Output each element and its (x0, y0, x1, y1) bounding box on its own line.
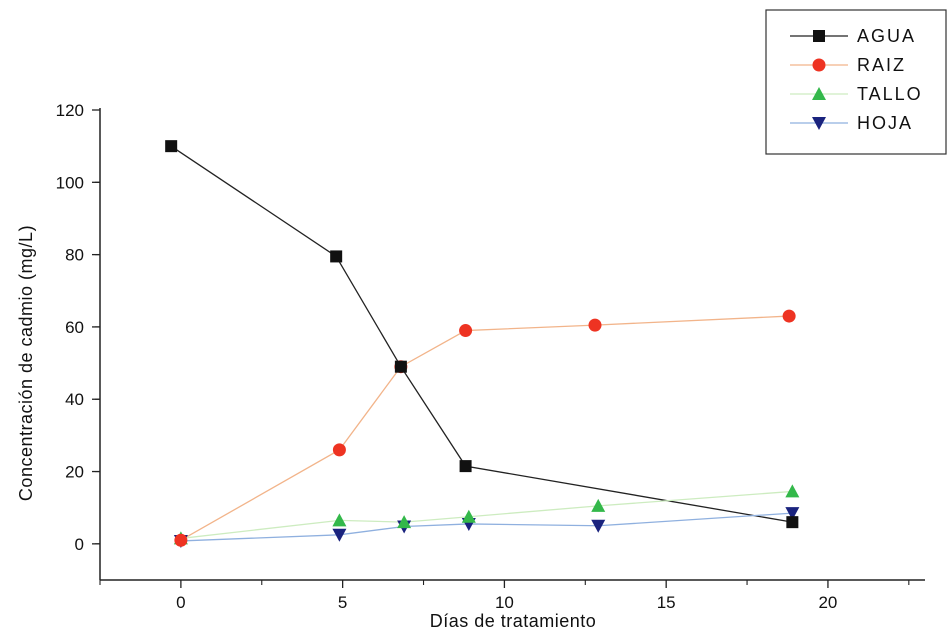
x-tick-label-10: 10 (495, 593, 514, 612)
data-point-hoja (785, 507, 800, 521)
data-point-tallo (591, 498, 606, 512)
y-tick-label-20: 20 (65, 463, 84, 482)
data-point-tallo (785, 484, 800, 498)
x-tick-label-15: 15 (657, 593, 676, 612)
data-point-hoja (332, 528, 347, 542)
data-point-raiz (332, 443, 346, 457)
data-point-agua (786, 516, 799, 529)
y-tick-label-40: 40 (65, 390, 84, 409)
data-point-raiz (174, 533, 188, 547)
data-point-raiz (588, 318, 602, 332)
legend-marker-raiz (812, 58, 826, 72)
legend-label-raiz: RAIZ (857, 55, 906, 75)
series-line-tallo (180, 490, 793, 540)
data-point-agua (394, 360, 407, 373)
legend-marker-tallo (812, 87, 826, 100)
x-axis-label: Días de tratamiento (430, 611, 597, 631)
legend-marker-hoja (812, 117, 826, 130)
legend: AGUA RAIZ TALLO HOJA (765, 9, 947, 155)
series-line-agua (170, 145, 793, 523)
axes: 0 20 40 60 80 100 120 0 5 10 15 20 (56, 101, 925, 612)
x-tick-label-5: 5 (338, 593, 347, 612)
series-line-hoja (180, 512, 793, 542)
data-point-raiz (459, 324, 473, 338)
legend-marker-agua (813, 30, 825, 42)
series-markers (165, 140, 800, 548)
legend-label-tallo: TALLO (857, 84, 923, 104)
data-point-raiz (782, 309, 796, 323)
series-lines (170, 145, 793, 542)
y-tick-label-120: 120 (56, 101, 84, 120)
data-point-hoja (591, 519, 606, 533)
legend-label-hoja: HOJA (857, 113, 913, 133)
data-point-tallo (397, 515, 412, 529)
data-point-agua (459, 460, 472, 473)
series-line-raiz (180, 315, 790, 541)
y-axis-label: Concentración de cadmio (mg/L) (16, 225, 36, 501)
y-tick-label-60: 60 (65, 318, 84, 337)
data-point-agua (165, 140, 178, 153)
data-point-agua (330, 250, 343, 263)
x-tick-label-20: 20 (818, 593, 837, 612)
legend-label-agua: AGUA (857, 26, 916, 46)
y-tick-label-0: 0 (75, 535, 84, 554)
y-tick-label-80: 80 (65, 246, 84, 265)
x-tick-label-0: 0 (176, 593, 185, 612)
y-tick-label-100: 100 (56, 173, 84, 192)
data-point-tallo (461, 509, 476, 523)
data-point-tallo (332, 513, 347, 527)
legend-box (765, 9, 947, 155)
